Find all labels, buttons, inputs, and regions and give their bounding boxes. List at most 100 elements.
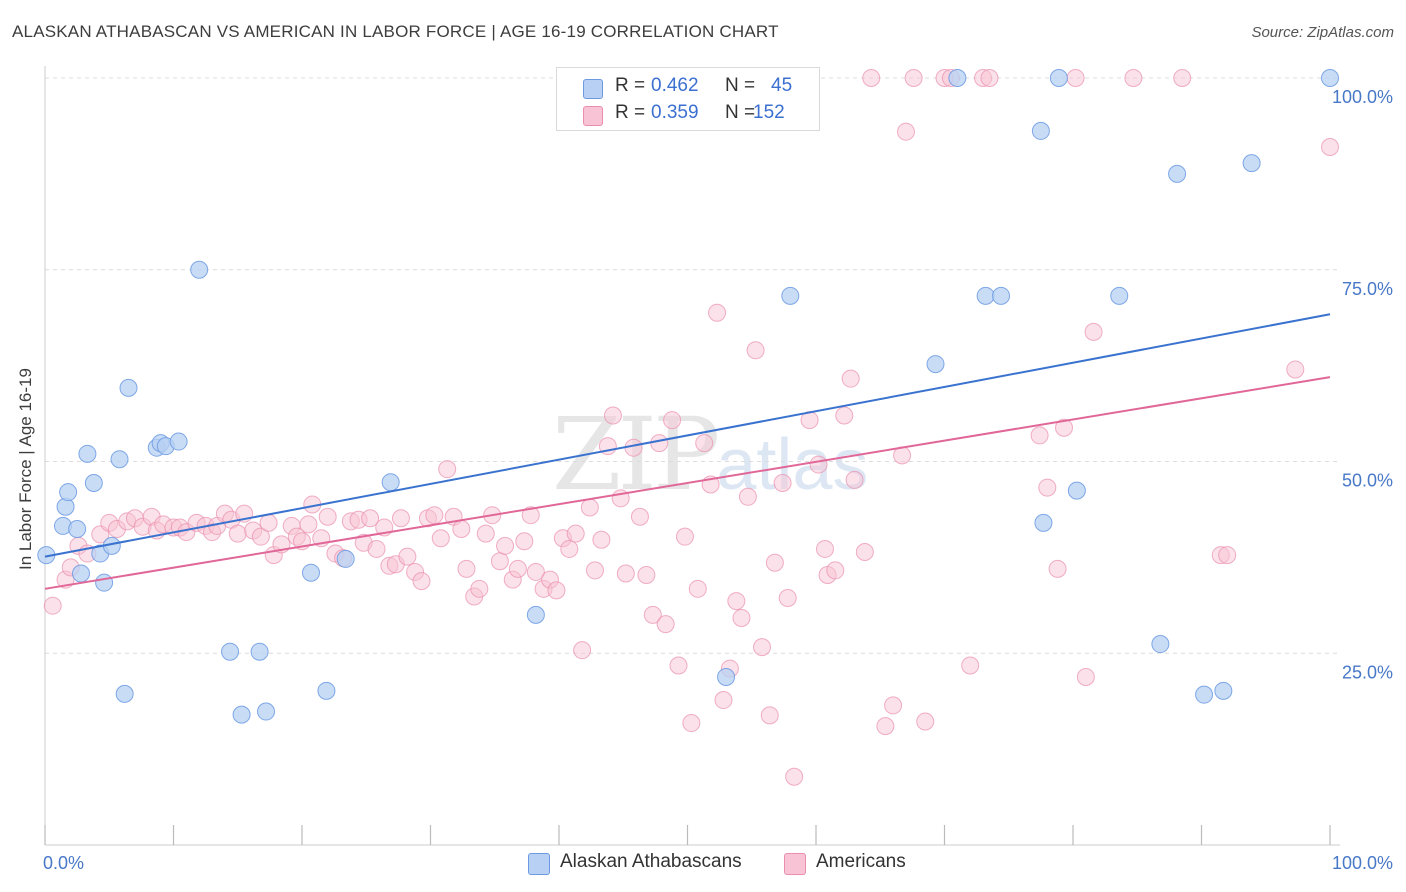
data-point-americans [1038, 478, 1057, 497]
data-point-athabascans [717, 668, 736, 687]
data-point-americans [904, 69, 923, 87]
data-point-athabascans [317, 681, 336, 700]
axes [44, 66, 1340, 846]
data-point-americans [876, 717, 895, 736]
data-point-athabascans [232, 705, 251, 724]
y-tick-label: 100.0% [1332, 87, 1393, 107]
legend-swatch-athabascans [528, 853, 550, 875]
data-point-athabascans [221, 642, 240, 661]
data-point-americans [470, 579, 489, 598]
data-point-americans [457, 559, 476, 578]
data-point-athabascans [526, 605, 545, 624]
tick-labels: 25.0% 50.0% 75.0% 100.0% 0.0% 100.0% [43, 87, 1393, 873]
data-point-americans [391, 509, 410, 528]
trend-line-athabascans [44, 313, 1331, 558]
data-point-americans [738, 487, 757, 506]
data-point-americans [1030, 426, 1049, 445]
trend-line-americans [44, 376, 1331, 590]
data-point-americans [980, 69, 999, 87]
data-point-athabascans [336, 549, 355, 568]
data-point-americans [585, 561, 604, 580]
data-point-athabascans [257, 702, 276, 721]
data-point-athabascans [78, 444, 97, 463]
data-point-americans [299, 515, 318, 534]
legend-r-label: R = [615, 75, 646, 96]
data-point-athabascans [1242, 154, 1261, 173]
data-point-americans [961, 656, 980, 675]
grid-lines [45, 77, 1340, 654]
data-point-americans [398, 547, 417, 566]
data-point-athabascans [59, 483, 78, 502]
data-point-americans [1084, 322, 1103, 341]
legend-n-label: N = [725, 102, 756, 123]
data-point-americans [708, 303, 727, 322]
data-point-americans [727, 592, 746, 611]
data-point-americans [650, 434, 669, 453]
data-point-americans [560, 539, 579, 558]
legend-swatch-pink [583, 106, 603, 126]
data-point-americans [896, 122, 915, 141]
data-point-americans [259, 513, 278, 532]
data-point-americans [778, 589, 797, 608]
legend-r-label: R = [615, 102, 646, 123]
data-point-athabascans [381, 473, 400, 492]
data-point-athabascans [781, 286, 800, 305]
data-point-athabascans [115, 684, 134, 703]
data-point-athabascans [119, 378, 138, 397]
data-point-americans [815, 539, 834, 558]
data-point-americans [916, 712, 935, 731]
data-point-americans [616, 564, 635, 583]
series-alaskan-athabascans [37, 69, 1339, 724]
legend-label-americans[interactable]: Americans [816, 851, 906, 872]
data-point-athabascans [1110, 286, 1129, 305]
series-legend: Alaskan Athabascans Americans [0, 851, 1406, 877]
data-point-americans [695, 434, 714, 453]
data-point-americans [753, 638, 772, 657]
data-point-americans [508, 559, 527, 578]
legend-label-athabascans[interactable]: Alaskan Athabascans [560, 851, 742, 872]
data-point-athabascans [926, 355, 945, 374]
data-point-americans [476, 524, 495, 543]
legend-n-value: 152 [753, 102, 785, 123]
data-point-athabascans [1049, 69, 1068, 87]
data-point-americans [43, 596, 62, 615]
data-point-athabascans [1034, 513, 1053, 532]
data-point-americans [566, 524, 585, 543]
data-point-americans [663, 411, 682, 430]
data-point-americans [431, 529, 450, 548]
data-point-americans [630, 507, 649, 526]
data-point-americans [361, 509, 380, 528]
data-point-americans [643, 605, 662, 624]
data-point-athabascans [1031, 121, 1050, 140]
data-point-americans [452, 519, 471, 538]
data-point-athabascans [110, 450, 129, 469]
data-point-americans [1218, 546, 1237, 565]
data-point-americans [251, 527, 270, 546]
data-point-athabascans [95, 573, 114, 592]
data-point-americans [809, 455, 828, 474]
y-tick-label: 75.0% [1342, 279, 1393, 299]
data-point-americans [526, 562, 545, 581]
data-point-americans [1048, 559, 1067, 578]
data-point-americans [656, 615, 675, 634]
data-point-americans [515, 532, 534, 551]
x-tick-label: 100.0% [1332, 853, 1393, 873]
chart-source[interactable]: Source: ZipAtlas.com [1251, 24, 1394, 41]
legend-r-value: 0.462 [651, 75, 699, 96]
data-point-americans [573, 641, 592, 660]
data-point-americans [1076, 668, 1095, 687]
data-point-athabascans [1214, 681, 1233, 700]
data-point-americans [1066, 69, 1085, 87]
trend-lines [44, 313, 1331, 590]
data-point-athabascans [1195, 685, 1214, 704]
data-point-americans [855, 543, 874, 562]
data-point-athabascans [84, 473, 103, 492]
data-point-americans [1055, 418, 1074, 437]
legend-r-value: 0.359 [651, 102, 699, 123]
data-point-americans [746, 341, 765, 360]
data-point-americans [841, 369, 860, 388]
watermark: ZIPatlas [552, 396, 868, 513]
data-point-americans [682, 714, 701, 733]
data-point-americans [425, 506, 444, 525]
